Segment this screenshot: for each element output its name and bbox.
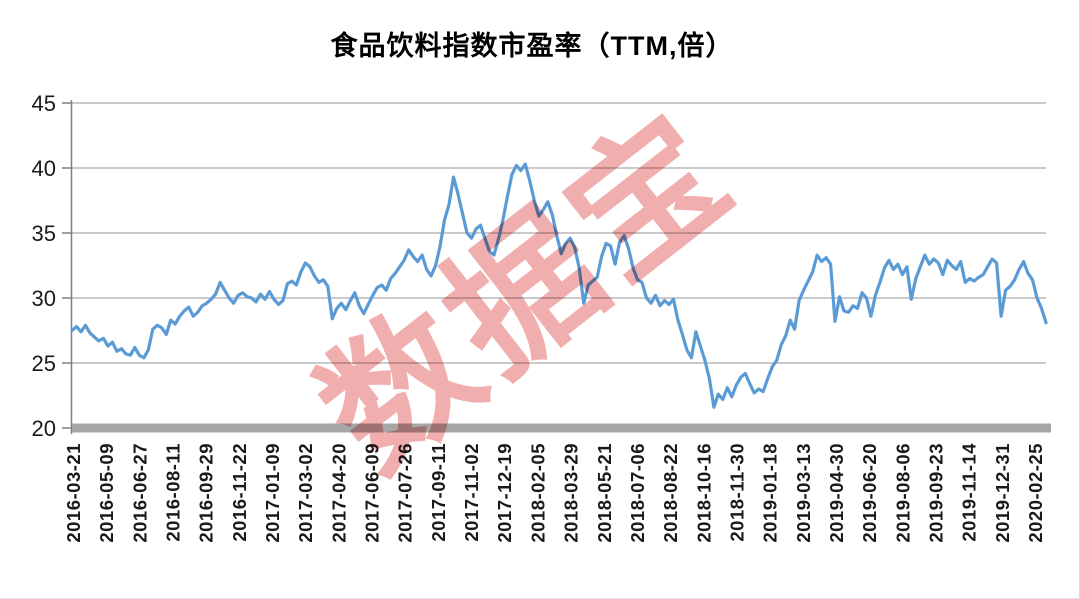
y-tick-label-20: 20 — [32, 416, 56, 441]
x-tick-label-2017-03-02: 2017-03-02 — [295, 443, 316, 543]
x-tick-label-2016-09-29: 2016-09-29 — [196, 443, 217, 543]
x-tick-label-2019-03-13: 2019-03-13 — [793, 443, 814, 543]
y-tick-label-30: 30 — [32, 286, 56, 311]
x-tick-label-2019-09-23: 2019-09-23 — [925, 443, 946, 543]
x-tick-label-2019-12-31: 2019-12-31 — [992, 443, 1013, 543]
x-tick-label-2019-11-14: 2019-11-14 — [959, 443, 980, 542]
x-tick-label-2018-10-16: 2018-10-16 — [693, 443, 714, 543]
x-tick-label-2016-11-22: 2016-11-22 — [229, 443, 250, 542]
x-tick-label-2016-05-09: 2016-05-09 — [96, 443, 117, 543]
x-tick-label-2016-03-21: 2016-03-21 — [63, 443, 84, 543]
baseline-bar — [72, 423, 1051, 433]
x-tick-label-2018-11-30: 2018-11-30 — [726, 443, 747, 542]
y-tick-label-35: 35 — [32, 221, 56, 246]
y-tick-label-40: 40 — [32, 156, 56, 181]
y-tick-label-25: 25 — [32, 351, 56, 376]
x-tick-label-2017-01-09: 2017-01-09 — [262, 443, 283, 543]
chart-title: 食品饮料指数市盈率（TTM,倍） — [330, 31, 734, 61]
x-tick-label-2018-03-29: 2018-03-29 — [561, 443, 582, 543]
x-tick-label-2017-09-11: 2017-09-11 — [428, 443, 449, 542]
x-tick-label-2019-04-30: 2019-04-30 — [826, 443, 847, 543]
x-tick-label-2019-06-20: 2019-06-20 — [859, 443, 880, 543]
x-tick-label-2016-08-11: 2016-08-11 — [163, 443, 184, 542]
x-tick-label-2017-11-02: 2017-11-02 — [461, 443, 482, 542]
x-tick-label-2020-02-25: 2020-02-25 — [1025, 443, 1046, 543]
x-tick-label-2016-06-27: 2016-06-27 — [129, 443, 150, 543]
pe-ratio-line — [70, 162, 1048, 409]
x-tick-label-2017-07-26: 2017-07-26 — [395, 443, 416, 543]
y-tick-label-45: 45 — [32, 91, 56, 116]
x-tick-label-2017-12-19: 2017-12-19 — [494, 443, 515, 543]
x-tick-label-2019-08-06: 2019-08-06 — [892, 443, 913, 543]
x-tick-label-2019-01-18: 2019-01-18 — [760, 443, 781, 543]
x-tick-label-2018-02-05: 2018-02-05 — [527, 443, 548, 543]
x-tick-label-2017-06-09: 2017-06-09 — [362, 443, 383, 543]
x-tick-label-2017-04-20: 2017-04-20 — [328, 443, 349, 543]
x-tick-label-2018-05-21: 2018-05-21 — [594, 443, 615, 543]
x-tick-label-2018-07-06: 2018-07-06 — [627, 443, 648, 543]
x-tick-label-2018-08-22: 2018-08-22 — [660, 443, 681, 543]
